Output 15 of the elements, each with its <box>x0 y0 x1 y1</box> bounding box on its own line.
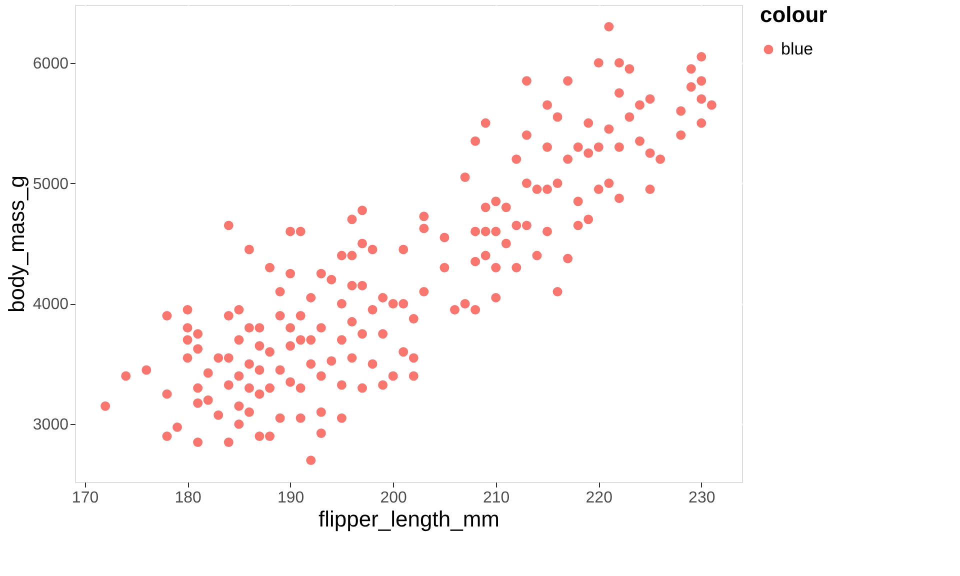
legend-label: blue <box>781 40 814 58</box>
x-tick-label: 220 <box>586 490 613 506</box>
y-tick-label: 4000 <box>32 296 69 314</box>
x-tick-label: 210 <box>483 490 510 506</box>
x-tick-label: 200 <box>380 490 408 506</box>
x-tick-label: 190 <box>277 490 304 506</box>
x-axis-title: flipper_length_mm <box>318 506 500 532</box>
x-tick-label: 180 <box>174 490 202 506</box>
legend-title: colour <box>760 2 828 27</box>
y-axis-title: body_mass_g <box>4 176 29 312</box>
y-tick-label: 6000 <box>32 55 69 72</box>
y-tick-label: 3000 <box>32 416 69 434</box>
x-tick-label: 170 <box>72 490 99 506</box>
y-tick-label: 5000 <box>32 176 69 193</box>
x-tick-label: 230 <box>688 490 716 506</box>
